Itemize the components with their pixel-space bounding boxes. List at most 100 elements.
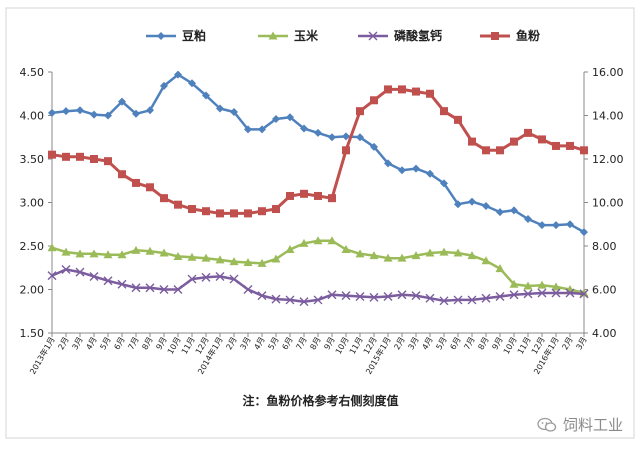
data-point [580,146,588,155]
data-point [313,295,323,305]
x-tick-label: 7月 [294,336,308,352]
series-0 [48,70,588,237]
data-point [537,288,547,298]
data-point [131,245,141,254]
data-point [370,96,378,105]
data-point [286,113,294,122]
data-point [243,285,253,294]
series-line [51,73,585,234]
data-point [411,251,421,260]
data-point [454,115,462,124]
data-point [313,236,323,245]
x-tick-label: 8月 [476,336,490,352]
data-point [62,152,70,161]
chart-border [5,7,635,439]
data-point [355,249,365,258]
legend-label: 鱼粉 [516,28,540,43]
data-point [467,251,477,260]
watermark-text: 饲料工业 [562,416,623,434]
data-point [299,297,309,307]
data-point [328,194,336,203]
data-point [48,108,56,117]
y-right-tick-label: 12.00 [592,153,624,166]
x-tick-label: 7月 [462,336,476,352]
data-point [383,291,393,301]
data-point [188,79,196,88]
data-point [216,104,224,113]
data-point [327,236,337,245]
data-point [495,264,505,273]
x-tick-label: 2月 [56,336,70,352]
data-point [496,208,504,217]
y-left-tick-label: 3.50 [20,153,45,166]
data-point [187,274,197,284]
x-tick-label: 10月 [502,336,519,356]
chat-bubble-icon [537,417,557,432]
data-point [300,124,308,133]
data-point [90,110,98,119]
legend-label: 豆粕 [182,28,206,43]
data-point [468,137,476,146]
data-point [117,279,127,289]
data-point [230,108,238,117]
data-point [355,291,365,301]
series-layer [47,70,589,307]
x-tick-label: 4月 [252,336,266,352]
data-point [257,291,267,301]
data-point [61,264,71,274]
data-point [384,159,392,168]
data-point [272,114,280,123]
data-point [173,251,183,260]
data-point [369,292,379,302]
data-point [342,132,350,141]
data-point [579,289,589,299]
x-tick-label: 2月 [392,336,406,352]
data-point [216,209,224,218]
data-point [201,253,211,262]
data-point [271,294,281,304]
y-right-tick-label: 14.00 [592,110,624,123]
data-point [76,106,84,115]
data-point [482,146,490,155]
legend-marker [368,31,378,41]
data-point [272,205,280,214]
legend-item: 玉米 [258,28,319,43]
x-tick-label: 3月 [406,336,420,352]
data-point [174,70,182,79]
data-point [145,283,155,293]
legend-item: 磷酸氢钙 [358,28,442,43]
watermark: 饲料工业 [537,414,623,435]
data-point [551,288,561,298]
data-point [286,191,294,200]
x-tick-label: 5月 [98,336,112,352]
x-tick-label: 10月 [166,336,183,356]
data-point [271,254,281,263]
x-tick-label: 11月 [180,336,197,356]
data-point [397,290,407,300]
data-point [48,150,56,159]
data-point [356,133,364,142]
x-tick-label: 6月 [448,336,462,352]
series-1 [47,236,589,297]
data-point [439,296,449,306]
data-point [495,291,505,301]
data-point [425,293,435,303]
data-point [509,279,519,288]
data-point [159,285,169,294]
data-point [146,183,154,192]
x-tick-label: 6月 [112,336,126,352]
data-point [524,128,532,137]
x-tick-label: 5月 [266,336,280,352]
data-point [244,125,252,134]
data-point [412,87,420,96]
data-point [117,250,127,259]
data-point [258,207,266,216]
data-point [160,81,168,90]
data-point [523,281,533,290]
data-point [327,290,337,300]
legend-label: 磷酸氢钙 [394,28,442,43]
data-point [215,255,225,264]
x-tick-label: 2013年1月 [27,335,56,376]
